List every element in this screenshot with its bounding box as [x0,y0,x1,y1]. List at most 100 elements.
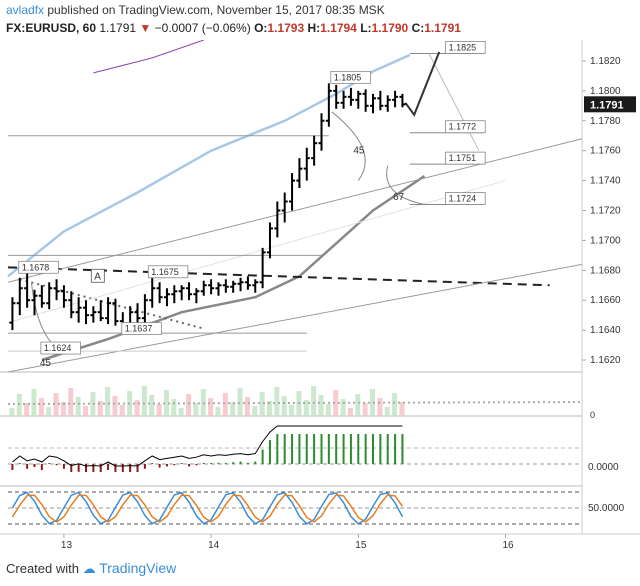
volume-bar [83,406,89,416]
hist-signal-line [12,425,403,467]
volume-bar [325,404,331,416]
x-axis: 13 14 15 16 [61,534,514,551]
author-link[interactable]: avladfx [6,3,45,17]
volume-bar [222,393,228,416]
fib-diagonal [428,53,480,151]
annotation-text: A [94,271,101,282]
price-label-box [445,41,486,54]
price-label-text: 1.1772 [449,122,477,132]
volume-bar [9,408,15,416]
price-label-text: 1.1805 [334,72,362,82]
volume-bar [97,401,103,416]
o-label: O: [254,21,268,35]
last-price-text: 1.1791 [99,21,137,35]
volume-bar [75,397,81,416]
x-tick-label: 16 [502,540,514,551]
published-text: published on TradingView.com, November 1… [47,3,385,17]
annotation-text: 45 [40,358,52,369]
volume-bar [163,390,169,416]
histogram-pane: 0.0000 [8,425,619,473]
volume-bar [16,394,22,416]
volume-bar [112,396,118,416]
tradingview-logo-icon: ☁ [82,561,96,576]
tradingview-brand[interactable]: TradingView [99,560,177,576]
volume-bar [141,386,147,416]
stoch-d-line [11,494,404,523]
volume-bar [355,394,361,416]
channel-upper-line [7,138,583,283]
volume-bar [178,408,184,416]
y-tick-label: 1.1620 [590,355,621,366]
volume-bar [208,398,214,416]
x-tick-label: 15 [355,540,367,551]
volume-bar [60,402,66,416]
y-tick-label: 1.1720 [590,205,621,216]
price-label-box [121,322,162,336]
price-label-text: 1.1825 [449,42,477,52]
volume-bar [31,389,37,416]
candles [9,83,406,335]
volume-bar [171,399,177,416]
price-chart[interactable]: 1.1825 1.1805 1.1772 1.1751 1.1724 1.1678 1.16… [0,40,640,556]
y-tick-label: 1.1700 [590,235,621,246]
volume-bar [24,403,30,416]
volume-bar [46,407,52,416]
dashed-trend-line [7,266,550,287]
price-label-text: 1.1678 [22,262,50,272]
volume-bar [266,401,272,416]
volume-bar [90,392,96,416]
last-price-badge [584,96,636,113]
o-value: 1.1793 [267,21,305,35]
channel-lower-line [7,263,583,373]
chart-frame [0,40,640,535]
volume-bar [281,396,287,416]
y-tick-label: 1.1660 [590,295,621,306]
price-label-text: 1.1724 [449,194,477,204]
volume-bar [333,390,339,416]
annotation-box [90,268,105,283]
volume-bar [68,388,74,416]
volume-bar [237,388,243,416]
change-text: −0.0007 (−0.06%) [154,21,251,35]
volume-bar [215,407,221,416]
channel-mid-line [7,180,506,324]
created-with-text: Created with [6,561,79,576]
volume-bar [347,408,353,416]
volume-bar [53,393,59,416]
volume-bar [399,402,405,416]
volume-bar [259,392,265,416]
light-ma-line [7,53,411,278]
volume-bar [384,407,390,416]
volume-bar [311,386,317,416]
y-tick-label: 1.1820 [590,56,621,67]
volume-bar [156,404,162,416]
y-tick-label: 1.1680 [590,265,621,276]
volume-bar [193,403,199,416]
volume-ma-line [7,401,583,405]
h-label: H: [307,21,321,35]
volume-pane: 0 [7,386,595,420]
x-tick-label: 14 [208,540,220,551]
volume-bar [303,400,309,416]
volume-bar [392,393,398,416]
volume-bar [149,395,155,416]
volume-bar [119,405,125,416]
volume-bar [134,400,140,416]
volume-bar [340,399,346,416]
stoch-level-label: 50.0000 [588,503,625,514]
h-value: 1.1794 [320,21,357,35]
footer: Created with ☁ TradingView [6,560,176,577]
fib-arc [386,165,425,205]
drawing-overlays [7,40,583,373]
y-tick-label: 1.1640 [590,325,621,336]
price-label-box [330,70,371,84]
volume-zero-label: 0 [590,410,595,420]
projection-path [404,51,441,117]
hist-zero-label: 0.0000 [588,462,619,473]
volume-bar [230,402,236,416]
y-tick-label: 1.1760 [590,146,621,157]
y-axis: 1.1820 1.1800 1.1780 1.1760 1.1740 1.1720 1.17… [582,56,636,366]
dark-ma-line [41,175,426,362]
c-label: C: [411,21,425,35]
annotation-text: 45 [353,146,365,157]
